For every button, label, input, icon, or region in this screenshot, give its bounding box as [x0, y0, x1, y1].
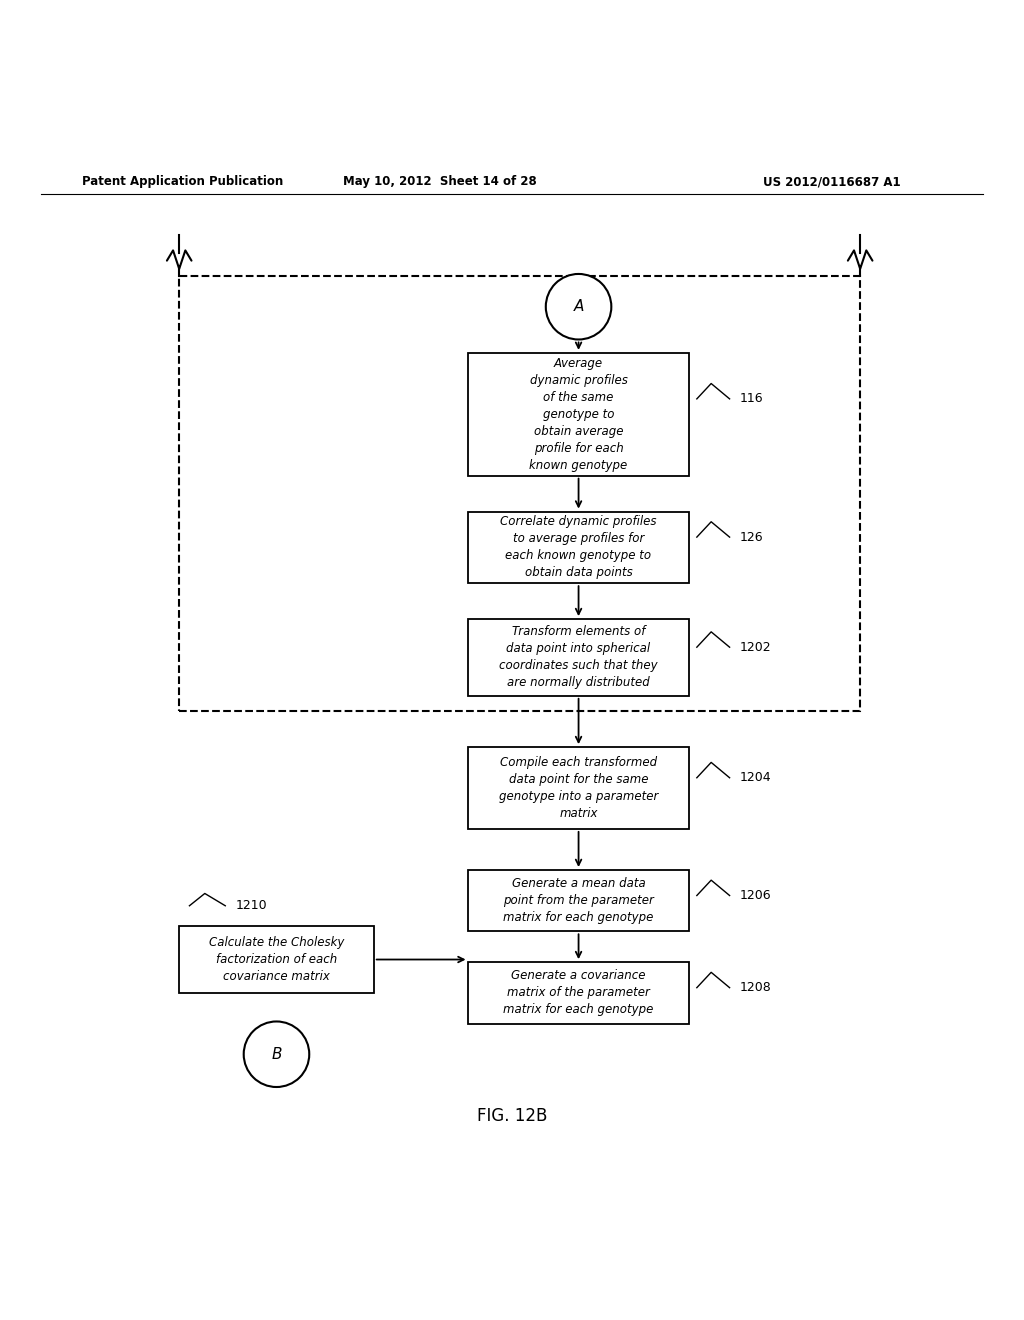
Bar	[179, 927, 374, 993]
Text: May 10, 2012  Sheet 14 of 28: May 10, 2012 Sheet 14 of 28	[343, 176, 538, 189]
Bar	[468, 962, 688, 1023]
Text: 116: 116	[739, 392, 764, 405]
Text: B: B	[271, 1047, 282, 1061]
Text: Patent Application Publication: Patent Application Publication	[82, 176, 284, 189]
Text: FIG. 12B: FIG. 12B	[477, 1106, 547, 1125]
Text: 126: 126	[739, 531, 764, 544]
Circle shape	[244, 1022, 309, 1086]
Text: Generate a mean data
point from the parameter
matrix for each genotype: Generate a mean data point from the para…	[503, 876, 654, 924]
Text: 1208: 1208	[739, 981, 772, 994]
Text: 1206: 1206	[739, 890, 771, 902]
Text: 1210: 1210	[236, 899, 267, 912]
Text: A: A	[573, 300, 584, 314]
Bar	[468, 619, 688, 696]
Text: Transform elements of
data point into spherical
coordinates such that they
are n: Transform elements of data point into sp…	[500, 626, 657, 689]
Text: Compile each transformed
data point for the same
genotype into a parameter
matri: Compile each transformed data point for …	[499, 756, 658, 820]
Text: US 2012/0116687 A1: US 2012/0116687 A1	[764, 176, 901, 189]
Text: Generate a covariance
matrix of the parameter
matrix for each genotype: Generate a covariance matrix of the para…	[504, 969, 653, 1016]
Text: Calculate the Cholesky
factorization of each
covariance matrix: Calculate the Cholesky factorization of …	[209, 936, 344, 983]
Text: 1204: 1204	[739, 771, 771, 784]
Bar	[468, 747, 688, 829]
Bar	[468, 870, 688, 932]
Bar	[179, 276, 860, 711]
Circle shape	[546, 275, 611, 339]
Bar	[468, 352, 688, 475]
Text: 1202: 1202	[739, 640, 771, 653]
Text: Correlate dynamic profiles
to average profiles for
each known genotype to
obtain: Correlate dynamic profiles to average pr…	[501, 515, 656, 579]
Text: Average
dynamic profiles
of the same
genotype to
obtain average
profile for each: Average dynamic profiles of the same gen…	[529, 356, 628, 471]
Bar	[468, 512, 688, 583]
